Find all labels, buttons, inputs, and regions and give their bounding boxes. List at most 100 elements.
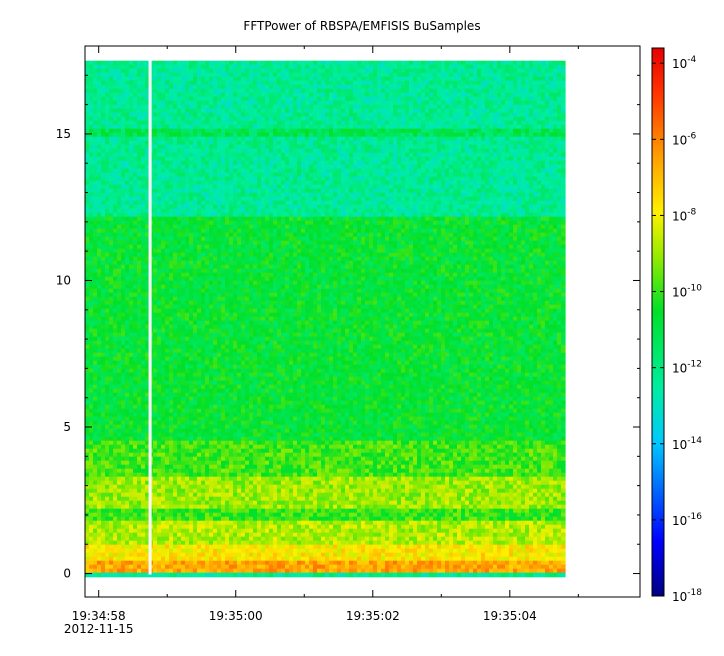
heatmap-cell [445,188,450,194]
heatmap-cell [145,224,150,230]
heatmap-cell [445,116,450,122]
heatmap-cell [305,116,310,122]
heatmap-cell [129,152,134,158]
heatmap-cell [465,200,470,206]
heatmap-cell [425,200,430,206]
heatmap-cell [221,180,226,186]
heatmap-cell [357,168,362,174]
heatmap-cell [253,164,258,170]
heatmap-cell [541,120,546,126]
heatmap-cell [281,156,286,162]
heatmap-cell [245,92,250,98]
heatmap-cell [89,216,94,222]
heatmap-cell [89,168,94,174]
heatmap-cell [353,80,358,86]
heatmap-cell [417,144,422,150]
heatmap-cell [389,108,394,114]
heatmap-cell [497,172,502,178]
heatmap-cell [449,144,454,150]
heatmap-cell [265,88,270,94]
heatmap-cell [285,72,290,78]
heatmap-cell [113,96,118,102]
heatmap-cell [377,132,382,138]
heatmap-cell [145,148,150,154]
heatmap-cell [289,116,294,122]
heatmap-cell [337,104,342,110]
heatmap-cell [517,84,522,90]
heatmap-cell [305,148,310,154]
heatmap-cell [405,176,410,182]
heatmap-cell [333,84,338,90]
heatmap-cell [517,112,522,118]
heatmap-cell [501,112,506,118]
heatmap-cell [93,224,98,230]
heatmap-cell [137,172,142,178]
heatmap-cell [297,160,302,166]
heatmap-cell [129,72,134,78]
heatmap-cell [309,84,314,90]
heatmap-cell [173,140,178,146]
heatmap-cell [229,152,234,158]
heatmap-cell [541,160,546,166]
heatmap-cell [425,216,430,222]
heatmap-cell [345,132,350,138]
heatmap-cell [381,64,386,70]
heatmap-cell [221,64,226,70]
heatmap-cell [105,180,110,186]
heatmap-cell [553,152,558,158]
heatmap-cell [97,108,102,114]
heatmap-cell [301,224,306,230]
heatmap-cell [169,200,174,206]
heatmap-cell [457,216,462,222]
heatmap-cell [121,208,126,214]
heatmap-cell [201,208,206,214]
heatmap-cell [245,220,250,226]
heatmap-cell [501,76,506,82]
heatmap-cell [133,92,138,98]
heatmap-cell [505,160,510,166]
heatmap-cell [425,88,430,94]
heatmap-cell [197,160,202,166]
heatmap-cell [425,132,430,138]
heatmap-cell [225,224,230,230]
heatmap-cell [373,100,378,106]
heatmap-cell [281,136,286,142]
heatmap-cell [113,156,118,162]
heatmap-cell [357,216,362,222]
heatmap-cell [113,204,118,210]
heatmap-cell [369,164,374,170]
heatmap-cell [201,212,206,218]
heatmap-cell [209,96,214,102]
heatmap-cell [201,112,206,118]
heatmap-cell [505,164,510,170]
heatmap-cell [173,96,178,102]
heatmap-cell [361,204,366,210]
heatmap-cell [405,184,410,190]
heatmap-cell [113,68,118,74]
heatmap-cell [141,96,146,102]
heatmap-cell [113,224,118,230]
heatmap-cell [297,76,302,82]
heatmap-cell [97,88,102,94]
heatmap-cell [109,184,114,190]
heatmap-cell [545,72,550,78]
heatmap-cell [489,84,494,90]
heatmap-cell [133,188,138,194]
heatmap-cell [429,208,434,214]
heatmap-cell [473,96,478,102]
heatmap-cell [461,140,466,146]
heatmap-cell [89,144,94,150]
heatmap-cell [309,196,314,202]
heatmap-cell [241,88,246,94]
heatmap-cell [205,104,210,110]
heatmap-cell [253,176,258,182]
heatmap-cell [249,72,254,78]
heatmap-cell [325,188,330,194]
heatmap-cell [241,184,246,190]
heatmap-cell [329,172,334,178]
heatmap-cell [169,76,174,82]
heatmap-cell [361,128,366,134]
heatmap-cell [493,116,498,122]
heatmap-cell [189,156,194,162]
heatmap-cell [305,76,310,82]
